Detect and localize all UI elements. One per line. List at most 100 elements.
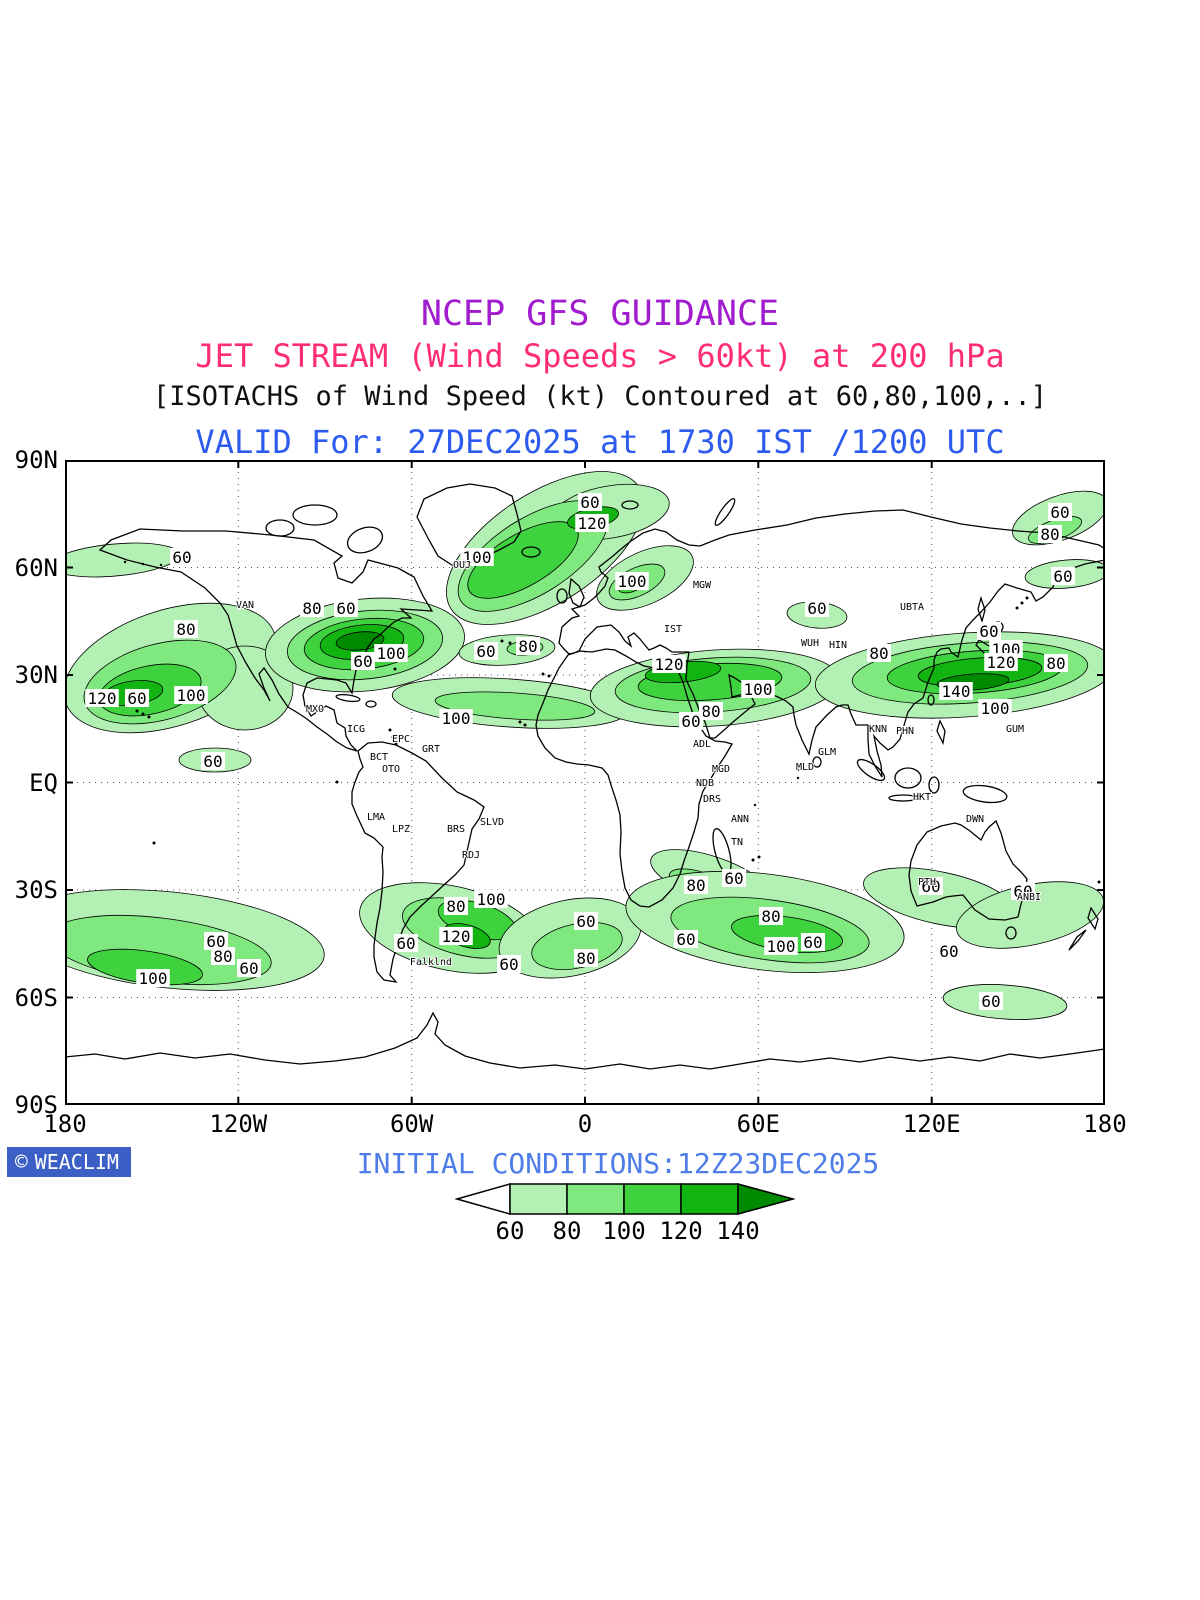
contour-label-box	[764, 937, 798, 955]
cuba-outline	[335, 693, 361, 703]
contour-label-box	[984, 653, 1018, 671]
contour-label: 80	[1046, 654, 1065, 673]
contour-label-box	[575, 514, 609, 532]
contour-label-box	[574, 949, 598, 967]
station-label: BRS	[447, 824, 465, 835]
contour-label-box	[805, 599, 829, 617]
contour-label-box	[979, 992, 1003, 1010]
contour-label: 120	[655, 655, 684, 674]
station-label: SLVD	[480, 817, 504, 828]
station-label: OUJ	[453, 560, 471, 571]
contour-label: 60	[172, 548, 191, 567]
arctic-island-outline	[292, 504, 338, 526]
legend-value-label: 100	[602, 1217, 645, 1244]
station-label: Falklnd	[410, 957, 452, 968]
contour-label-box	[516, 637, 540, 655]
contour-label-box	[652, 655, 686, 673]
sri-lanka-outline	[812, 756, 822, 768]
contour-label-box	[174, 620, 198, 638]
contour-label-box	[977, 622, 1001, 640]
contour-label: 120	[987, 653, 1016, 672]
legend-value-label: 80	[553, 1217, 582, 1244]
java-outline	[888, 794, 918, 802]
lat-axis-label: EQ	[29, 768, 58, 797]
contour-label: 80	[761, 907, 780, 926]
lon-axis-label: 120E	[902, 1110, 961, 1138]
station-label: MXO	[306, 704, 324, 715]
contour-label: 80	[446, 897, 465, 916]
station-label: HKT	[913, 792, 931, 803]
new-guinea-outline	[962, 784, 1008, 804]
contour-label: 80	[302, 599, 321, 618]
contour-label-box	[699, 702, 723, 720]
lat-axis-label: 30S	[14, 876, 58, 904]
lon-axis-label: 60E	[736, 1110, 780, 1138]
tasmania-outline	[1005, 926, 1017, 940]
contour-label: 60	[580, 493, 599, 512]
contour-label-box	[801, 933, 825, 951]
contour-label: 60	[203, 752, 222, 771]
station-label: ICG	[347, 724, 365, 735]
contour-label-box	[759, 907, 783, 925]
borneo-outline	[894, 767, 922, 789]
contour-label-box	[374, 644, 408, 662]
lon-axis-label: 180	[43, 1110, 87, 1138]
station-label: GUM	[1006, 724, 1024, 735]
contour-label: 60	[396, 934, 415, 953]
contour-label: 100	[767, 937, 796, 956]
contour-label-box	[574, 912, 598, 930]
jet-region-south-atlantic-80kt	[531, 922, 623, 970]
island-dots	[123, 560, 1101, 884]
contour-label: 60	[1013, 882, 1032, 901]
chart-title: NCEP GFS GUIDANCE	[420, 294, 780, 334]
station-label: EPC	[392, 734, 410, 745]
station-label: PTH	[918, 877, 936, 888]
contour-label-box	[1044, 654, 1068, 672]
lat-axis-label: 90S	[14, 1091, 58, 1119]
chart-subtitle: JET STREAM (Wind Speeds > 60kt) at 200 h…	[195, 337, 1005, 375]
legend-segment	[680, 1183, 739, 1215]
contour-label-box	[211, 947, 235, 965]
contour-label-box	[460, 548, 494, 566]
contour-label: 60	[724, 869, 743, 888]
contour-label-box	[351, 652, 375, 670]
legend-arrow-right	[737, 1183, 795, 1215]
contour-label: 80	[213, 947, 232, 966]
baffin-island-outline	[346, 526, 384, 554]
contour-label: 80	[1040, 525, 1059, 544]
contour-label-box	[201, 752, 225, 770]
station-label: ANBI	[1017, 892, 1041, 903]
station-label: HIN	[829, 640, 847, 651]
contour-label: 60	[127, 689, 146, 708]
jet-region-central-us-140kt	[335, 631, 385, 651]
contour-label: 60	[921, 877, 940, 896]
contour-label: 60	[239, 959, 258, 978]
contour-label-box	[300, 599, 324, 617]
contour-label: 60	[336, 599, 355, 618]
contour-label-box	[334, 599, 358, 617]
contour-label-box	[125, 689, 149, 707]
station-label: NDB	[696, 778, 714, 789]
contour-label-box	[474, 642, 498, 660]
britain-outline	[568, 577, 585, 608]
contour-label-box	[939, 682, 973, 700]
contour-label-box	[237, 959, 261, 977]
novaya-zemlya-outline	[714, 498, 736, 526]
lon-axis-label: 0	[577, 1110, 593, 1138]
weaclim-logo: © WEACLIM	[7, 1147, 131, 1177]
ireland-outline	[556, 588, 568, 604]
contour-label: 80	[576, 949, 595, 968]
legend-value-label: 140	[716, 1217, 759, 1244]
station-label: UBTA	[900, 602, 924, 613]
station-label: LPZ	[392, 824, 410, 835]
lat-axis-label: 30N	[14, 661, 58, 689]
north-america-outline	[98, 528, 434, 752]
contour-label: 100	[442, 709, 471, 728]
contour-label: 60	[676, 930, 695, 949]
contour-label: 60	[807, 599, 826, 618]
station-label: WUH	[801, 638, 819, 649]
contour-label-box	[439, 709, 473, 727]
station-label: LMA	[367, 812, 385, 823]
